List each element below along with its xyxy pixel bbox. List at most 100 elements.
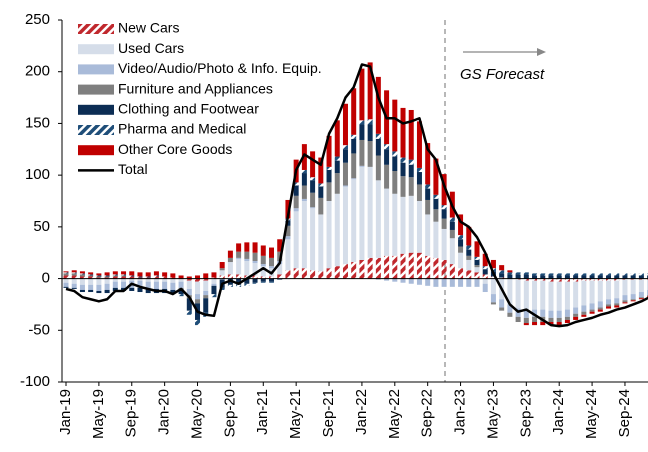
bar-segment xyxy=(564,319,570,324)
bar-segment xyxy=(71,278,77,284)
bar-segment xyxy=(597,309,603,312)
bar-segment xyxy=(499,307,505,311)
bar-segment xyxy=(367,166,373,258)
bar-segment xyxy=(630,273,636,276)
bar-segment xyxy=(400,162,406,177)
bar-segment xyxy=(104,275,110,277)
bar-segment xyxy=(342,149,348,163)
bar-segment xyxy=(153,276,159,279)
bar-segment xyxy=(638,275,644,279)
bar-segment xyxy=(597,273,603,276)
bar-segment xyxy=(606,280,612,300)
bar-segment xyxy=(564,281,570,310)
bar-segment xyxy=(597,278,603,281)
bar-segment xyxy=(548,317,554,323)
x-tick-label: Sep-21 xyxy=(320,389,337,437)
bar-segment xyxy=(71,287,77,289)
bar-segment xyxy=(252,242,258,253)
bar-segment xyxy=(236,258,242,275)
bar-segment xyxy=(564,278,570,282)
legend-swatch xyxy=(78,125,114,135)
bar-segment xyxy=(170,277,176,279)
bar-segment xyxy=(293,211,299,269)
bar-segment xyxy=(532,275,538,279)
bar-segment xyxy=(129,276,135,279)
bar-segment xyxy=(606,273,612,276)
bar-segment xyxy=(490,268,496,272)
bar-segment xyxy=(252,260,258,264)
bar-segment xyxy=(556,310,562,318)
bar-segment xyxy=(186,278,192,281)
bar-segment xyxy=(203,278,209,281)
bar-segment xyxy=(507,274,513,279)
bar-segment xyxy=(408,109,414,160)
bar-segment xyxy=(441,205,447,210)
bar-segment xyxy=(342,264,348,279)
bar-segment xyxy=(548,278,554,282)
bar-segment xyxy=(96,284,102,291)
bar-segment xyxy=(63,273,69,276)
bar-segment xyxy=(564,275,570,279)
bar-segment xyxy=(96,275,102,277)
bar-segment xyxy=(137,276,143,278)
bar-segment xyxy=(622,300,628,303)
bar-segment xyxy=(638,273,644,276)
bar-segment xyxy=(400,157,406,163)
bar-segment xyxy=(564,316,570,320)
bar-segment xyxy=(334,120,340,157)
bar-segment xyxy=(392,99,398,152)
bar-segment xyxy=(211,272,217,278)
bar-segment xyxy=(252,282,258,284)
bar-segment xyxy=(301,268,307,279)
bar-segment xyxy=(170,289,176,295)
bar-segment xyxy=(277,239,283,252)
bar-segment xyxy=(548,273,554,276)
bar-segment xyxy=(137,277,143,279)
bar-segment xyxy=(351,153,357,179)
bar-segment xyxy=(227,250,233,258)
bar-segment xyxy=(310,192,316,208)
bar-segment xyxy=(523,272,529,275)
bar-segment xyxy=(474,241,480,257)
bar-segment xyxy=(203,273,209,279)
bar-segment xyxy=(227,257,233,263)
bar-segment xyxy=(507,270,513,273)
bar-segment xyxy=(203,295,209,299)
bar-segment xyxy=(244,283,250,286)
x-tick-label: May-19 xyxy=(90,389,107,439)
bar-segment xyxy=(293,182,299,186)
bar-segment xyxy=(359,120,365,125)
bar-segment xyxy=(293,195,299,209)
bar-segment xyxy=(375,155,381,181)
bar-segment xyxy=(589,280,595,304)
bar-segment xyxy=(606,299,612,305)
x-tick-label: Jan-24 xyxy=(550,389,567,435)
legend-label: Used Cars xyxy=(118,40,184,56)
bar-segment xyxy=(236,284,242,287)
bar-segment xyxy=(310,207,316,209)
bar-segment xyxy=(178,281,184,288)
bar-segment xyxy=(244,251,250,259)
bar-segment xyxy=(400,278,406,283)
bar-segment xyxy=(359,124,365,140)
bar-segment xyxy=(88,275,94,277)
x-tick-label: May-21 xyxy=(287,389,304,439)
bar-segment xyxy=(425,184,431,189)
bar-segment xyxy=(556,322,562,326)
bar-segment xyxy=(589,278,595,281)
bar-segment xyxy=(310,270,316,279)
bar-segment xyxy=(129,278,135,281)
bar-segment xyxy=(474,259,480,266)
bar-segment xyxy=(581,311,587,315)
bar-segment xyxy=(359,259,365,279)
bar-segment xyxy=(137,278,143,281)
x-tick-label: Sep-20 xyxy=(221,389,238,437)
bar-segment xyxy=(236,278,242,285)
bar-segment xyxy=(482,269,488,275)
total-line xyxy=(65,63,648,328)
bar-segment xyxy=(79,278,85,285)
bar-segment xyxy=(293,268,299,279)
bar-segment xyxy=(466,245,472,250)
bar-segment xyxy=(622,279,628,296)
bar-segment xyxy=(269,281,274,283)
